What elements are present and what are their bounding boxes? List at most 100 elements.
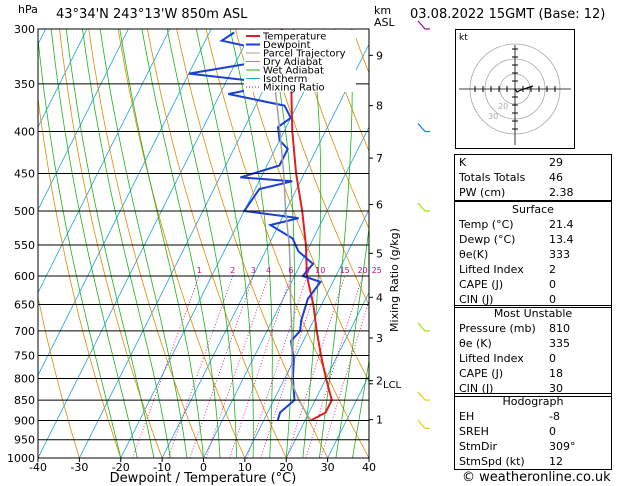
pressure-tick-label: 550: [14, 239, 35, 252]
x-tick-label: -10: [153, 461, 171, 474]
legend-label: Dewpoint: [263, 40, 311, 51]
isotherm-line: [0, 29, 4, 458]
pressure-tick-label: 1000: [7, 452, 35, 465]
legend-label: Temperature: [262, 32, 326, 43]
dry-adiabat-line: [323, 29, 369, 153]
row-value: 2: [549, 263, 556, 276]
pressure-tick-label: 850: [14, 394, 35, 407]
row-label: K: [459, 156, 467, 169]
table-row: CIN (J) 30: [455, 381, 611, 396]
dry-adiabat-line: [352, 29, 369, 75]
right-axis-label: Mixing Ratio (g/kg): [388, 228, 401, 332]
pressure-tick-label: 600: [14, 270, 35, 283]
table-row: θe(K) 333: [455, 247, 611, 262]
legend-label: Dry Adiabat: [263, 57, 322, 68]
row-label: θe(K): [459, 248, 489, 261]
x-tick-label: 20: [279, 461, 293, 474]
table-row: EH -8: [455, 409, 611, 424]
isotherm-line: [38, 29, 88, 128]
surface-title: Surface: [512, 203, 554, 216]
legend-background: [244, 30, 356, 92]
x-tick-label: 30: [321, 461, 335, 474]
km-tick-label: 7: [376, 152, 383, 165]
mixing-ratio-label: 1: [197, 266, 202, 275]
table-row: Temp (°C) 21.4: [455, 217, 611, 232]
table-row: StmDir 309°: [455, 439, 611, 454]
row-label: CAPE (J): [459, 367, 504, 380]
legend-label: Mixing Ratio: [263, 83, 325, 94]
km-tick-label: 4: [376, 291, 383, 304]
table-row: PW (cm) 2.38: [455, 185, 611, 200]
mixing-ratio-label: 2: [230, 266, 235, 275]
row-value: 2.38: [549, 186, 574, 199]
row-label: CAPE (J): [459, 278, 504, 291]
km-tick-label: 2: [376, 375, 383, 388]
indices-panel: K 29 Totals Totals 46 PW (cm) 2.38: [454, 154, 612, 201]
wet-adiabat-line: [65, 29, 155, 458]
row-label: StmSpd (kt): [459, 455, 525, 468]
x-tick-label: 40: [362, 461, 376, 474]
pressure-tick-label: 500: [14, 205, 35, 218]
table-row: CIN (J) 0: [455, 292, 611, 307]
x-tick-label: -40: [29, 461, 47, 474]
isotherm-line: [285, 291, 369, 458]
pressure-tick-label: 400: [14, 126, 35, 139]
km-tick-label: 8: [376, 100, 383, 113]
isotherm-line: [161, 43, 369, 458]
isotherm-line: [203, 126, 369, 458]
row-label: StmDir: [459, 440, 498, 453]
row-value: 333: [549, 248, 570, 261]
x-axis-label: Dewpoint / Temperature (°C): [110, 471, 297, 486]
row-value: 46: [549, 171, 563, 184]
row-value: -8: [549, 410, 560, 423]
row-value: 309°: [549, 440, 576, 453]
wet-adiabat-line: [38, 34, 122, 458]
pressure-tick-label: 750: [14, 349, 35, 362]
wind-barb-flag: [417, 202, 426, 212]
pressure-tick-label: 650: [14, 299, 35, 312]
mixing-ratio-label: 3: [251, 266, 256, 275]
mixing-ratio-label: 15: [340, 266, 350, 275]
row-value: 0: [549, 352, 556, 365]
hodograph-unit: kt: [459, 33, 468, 43]
row-label: Temp (°C): [459, 218, 514, 231]
location-header: 43°34'N 243°13'W 850m ASL: [56, 7, 248, 22]
row-value: 335: [549, 337, 570, 350]
mixing-ratio-line: [229, 275, 292, 458]
dry-adiabat-line: [411, 29, 452, 458]
km-tick-label: 5: [376, 247, 383, 260]
legend-label: Parcel Trajectory: [263, 49, 346, 60]
x-tick-label: 0: [200, 461, 207, 474]
surface-panel: Surface Temp (°C) 21.4 Dewp (°C) 13.4 θe(K) 3…: [454, 201, 612, 308]
row-value: 0: [549, 425, 556, 438]
y-axis-label: hPa: [18, 3, 38, 16]
isotherm-line: [79, 29, 295, 458]
wind-barb-flag: [417, 322, 426, 332]
table-row: K 29: [455, 155, 611, 170]
wet-adiabat-line: [50, 29, 138, 458]
pressure-tick-label: 900: [14, 414, 35, 427]
dry-adiabat-line: [117, 29, 246, 458]
table-row: Pressure (mb) 810: [455, 321, 611, 336]
row-label: CIN (J): [459, 382, 494, 395]
mixing-ratio-line: [205, 275, 269, 458]
most-unstable-panel: Most Unstable Pressure (mb) 810 θe (K) 335 L…: [454, 305, 612, 397]
wind-barb-flag: [417, 391, 426, 401]
table-row: SREH 0: [455, 424, 611, 439]
lcl-label: LCL: [383, 380, 402, 391]
row-label: EH: [459, 410, 475, 423]
dry-adiabat-line: [441, 29, 452, 458]
row-label: PW (cm): [459, 186, 506, 199]
wind-barb-flag: [417, 20, 426, 30]
dry-adiabat-line: [293, 29, 369, 230]
table-row: Lifted Index 2: [455, 262, 611, 277]
km-tick-label: 9: [376, 49, 383, 62]
wind-barb-flag: [417, 419, 426, 429]
km-tick-label: 6: [376, 199, 383, 212]
mixing-ratio-label: 10: [315, 266, 325, 275]
most-unstable-title: Most Unstable: [493, 307, 573, 320]
mixing-ratio-label: 4: [266, 266, 271, 275]
table-row: Lifted Index 0: [455, 351, 611, 366]
